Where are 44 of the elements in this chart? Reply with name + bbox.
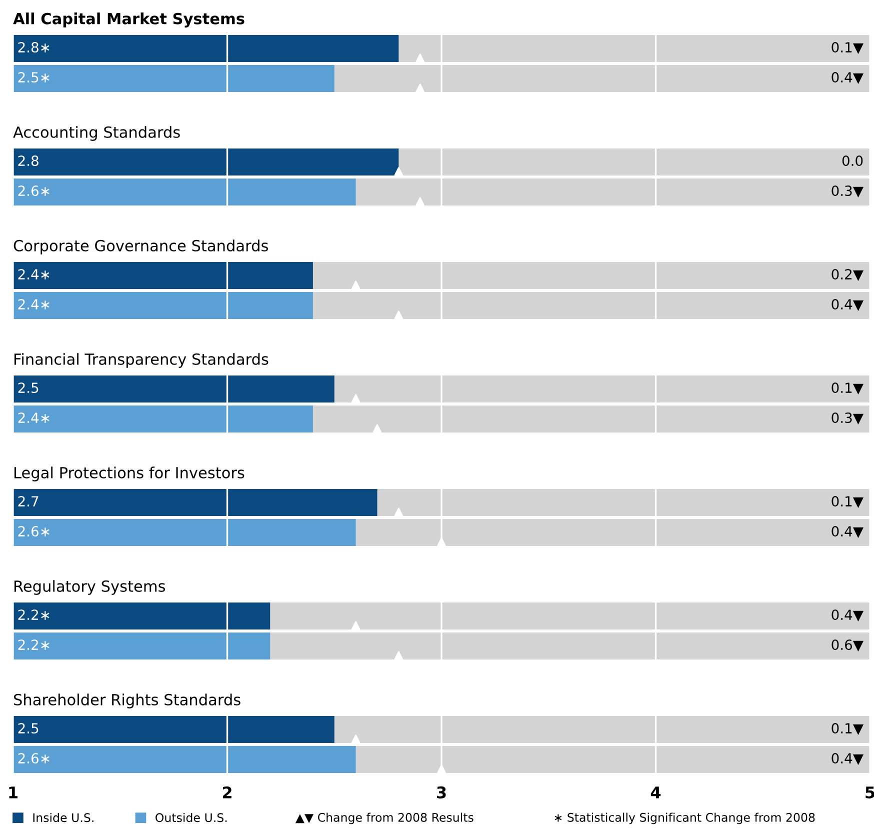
data-label: 2.8 [18,156,38,166]
legend-label: Outside U.S. [156,812,227,822]
x-tick-label: 3 [437,786,446,798]
annotation: 0.1▼ [832,723,864,736]
annotation: 0.4▼ [832,526,864,538]
annotation: 0.3▼ [832,412,864,425]
legend-label: Inside U.S. [33,812,94,822]
x-tick-label: 5 [866,786,874,798]
annotation: 0.4▼ [832,72,864,84]
x-tick-label: 4 [650,786,661,798]
annotation: 0.4▼ [832,299,864,312]
data-label: 2.5 [18,723,38,734]
y-tick-label: Regulatory Systems [14,580,166,595]
data-label: 2.7 [18,496,38,506]
data-label: 2.8∗ [18,42,50,53]
data-label: 2.6∗ [18,526,50,537]
y-tick-label: Accounting Standards [13,126,180,141]
annotation: 0.3▼ [832,186,864,198]
text: ▲▼ Change from 2008 Results [295,812,474,824]
data-label: 2.6∗ [18,753,50,764]
annotation: 0.4▼ [832,610,864,622]
y-tick-label: Financial Transparency Standards [14,353,268,368]
annotation: 0.6▼ [832,640,864,652]
annotation: 0.1▼ [832,496,864,508]
y-tick-label: Shareholder Rights Standards [14,694,240,708]
data-label: 2.4∗ [18,412,50,423]
data-label: 2.2∗ [18,610,50,620]
data-label: 2.2∗ [18,640,50,650]
annotation: 0.1▼ [832,42,864,54]
y-tick-label: Legal Protections for Investors [14,466,244,482]
data-label: 2.4∗ [18,269,50,280]
data-label: 2.5∗ [18,72,50,83]
text: ∗ Statistically Significant Change from 2008 [554,812,815,824]
annotation: 0.2▼ [832,269,864,282]
data-label: 2.6∗ [18,186,50,196]
annotation: 0.1▼ [832,382,864,395]
y-tick-label: All Capital Market Systems [13,12,244,28]
x-tick-label: 2 [222,786,232,798]
data-label: 2.5 [18,382,38,394]
x-tick-label: 1 [9,786,18,798]
data-label: 2.4∗ [18,299,50,310]
annotation: 0.0 [842,156,863,166]
y-tick-label: Corporate Governance Standards [14,240,268,254]
annotation: 0.4▼ [832,753,864,766]
